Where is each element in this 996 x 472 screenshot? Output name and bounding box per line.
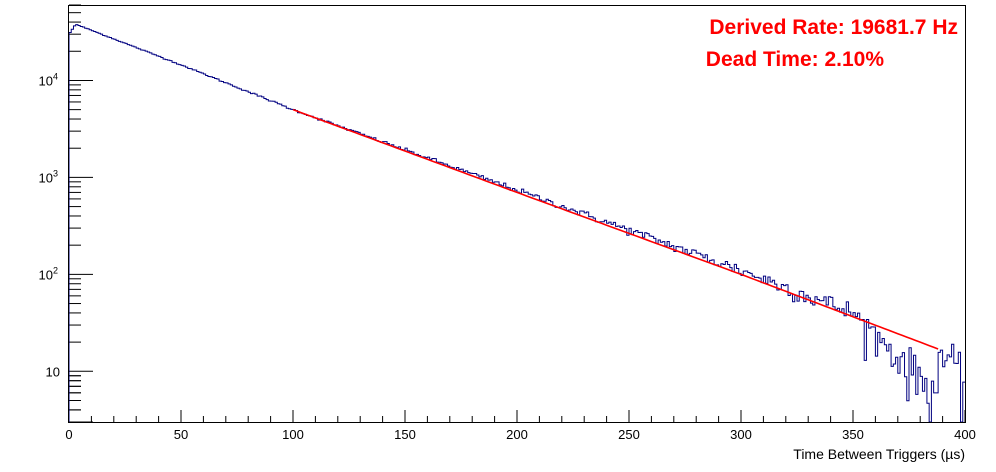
x-tick-label: 250	[618, 427, 640, 442]
minor-ticks	[69, 4, 944, 423]
x-axis-title: Time Between Triggers (µs)	[793, 446, 965, 462]
x-tick-label: 300	[730, 427, 752, 442]
y-tick-label: 10	[46, 364, 60, 379]
plot-frame	[68, 5, 966, 423]
y-tick-label: 103	[39, 168, 58, 185]
annotation-derived-rate: Derived Rate: 19681.7 Hz	[709, 16, 958, 39]
y-tick-base: 10	[39, 267, 53, 282]
x-tick-label: 400	[954, 427, 976, 442]
annotation-dead-time: Dead Time: 2.10%	[706, 48, 885, 71]
x-tick-label: 350	[842, 427, 864, 442]
x-tick-labels: 0 50 100 150 200 250 300 350 400	[65, 427, 975, 442]
y-tick-label: 104	[39, 71, 58, 88]
x-tick-label: 200	[506, 427, 528, 442]
y-tick-label: 102	[39, 265, 58, 282]
fit-line	[292, 108, 939, 350]
y-tick-exponent: 2	[53, 265, 58, 275]
y-tick-base: 10	[39, 170, 53, 185]
y-tick-base: 10	[46, 364, 60, 379]
histogram-series	[68, 24, 965, 423]
x-tick-label: 150	[394, 427, 416, 442]
x-tick-label: 50	[174, 427, 188, 442]
y-tick-base: 10	[39, 73, 53, 88]
series-layer	[68, 24, 965, 423]
y-tick-exponent: 4	[53, 71, 58, 81]
y-tick-exponent: 3	[53, 168, 58, 178]
x-tick-label: 0	[65, 427, 72, 442]
x-tick-label: 100	[282, 427, 304, 442]
